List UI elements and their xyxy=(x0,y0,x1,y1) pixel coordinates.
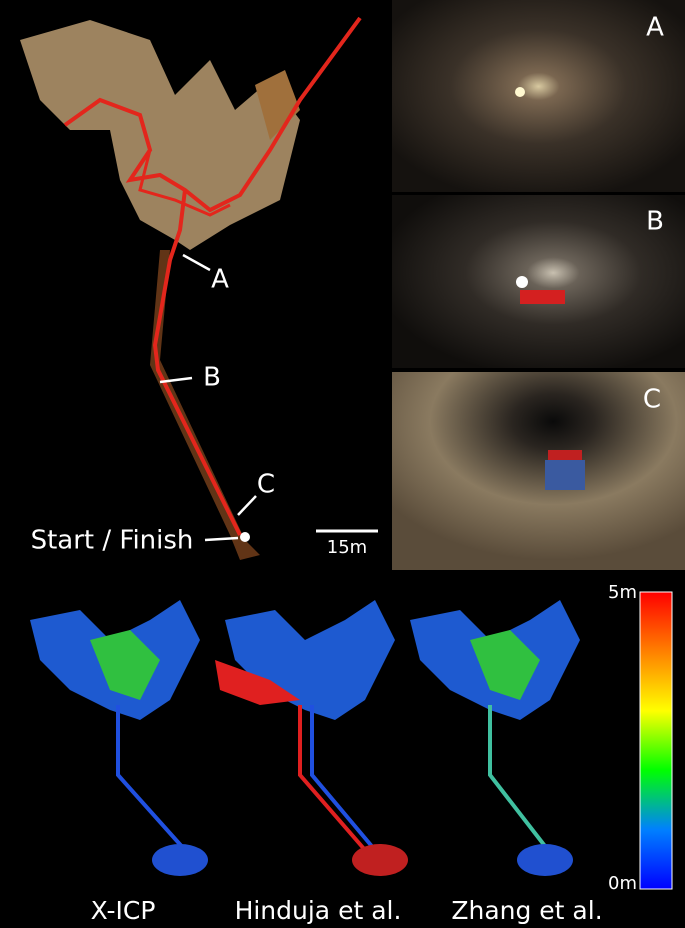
panel-caption: Hinduja et al. xyxy=(235,896,402,925)
leader-line xyxy=(204,536,239,542)
photo xyxy=(392,0,685,192)
error-cloud xyxy=(517,844,573,876)
leader-line xyxy=(182,253,211,272)
error-map xyxy=(410,600,580,876)
error-track xyxy=(488,705,550,852)
map-label: C xyxy=(257,470,275,500)
colorbar-max: 5m xyxy=(608,582,637,603)
trajectory xyxy=(63,16,362,213)
robot-light xyxy=(515,87,525,97)
start-marker xyxy=(240,532,250,542)
error-track xyxy=(298,705,367,852)
cloud-branch xyxy=(255,70,300,140)
error-cloud xyxy=(470,630,540,700)
colorbar xyxy=(639,591,673,890)
error-maps: 5m 0m X-ICP Hinduja et al. Zhang et al. xyxy=(30,582,673,925)
leader-line xyxy=(159,376,193,384)
photo-label: B xyxy=(646,207,664,237)
panel-caption: Zhang et al. xyxy=(451,896,602,925)
error-track xyxy=(310,705,377,852)
error-cloud xyxy=(225,600,395,720)
leader-line xyxy=(237,495,257,516)
map-label: A xyxy=(211,265,229,295)
robot xyxy=(520,290,565,304)
error-map xyxy=(30,600,208,876)
cloud-body xyxy=(20,20,300,250)
map-label: B xyxy=(203,363,221,393)
error-cloud xyxy=(352,844,408,876)
error-cloud xyxy=(90,630,160,700)
photo xyxy=(392,372,685,570)
start-label: Start / Finish xyxy=(31,526,194,556)
photos: A B C xyxy=(392,0,685,570)
error-cloud xyxy=(215,660,300,705)
scale-label: 15m xyxy=(327,537,367,558)
error-track xyxy=(116,705,187,852)
error-map xyxy=(215,600,408,876)
photo xyxy=(392,195,685,368)
cloud-corridor xyxy=(150,250,260,560)
colorbar-min: 0m xyxy=(608,873,637,894)
robot xyxy=(545,460,585,490)
robot xyxy=(548,450,582,460)
photo-label: A xyxy=(646,13,664,43)
robot-light xyxy=(516,276,528,288)
error-cloud xyxy=(152,844,208,876)
trajectory xyxy=(152,189,242,536)
trajectory xyxy=(138,149,231,217)
point-cloud-map: A B C Start / Finish 15m xyxy=(20,16,378,560)
panel-caption: X-ICP xyxy=(91,896,156,925)
photo-label: C xyxy=(643,385,661,415)
